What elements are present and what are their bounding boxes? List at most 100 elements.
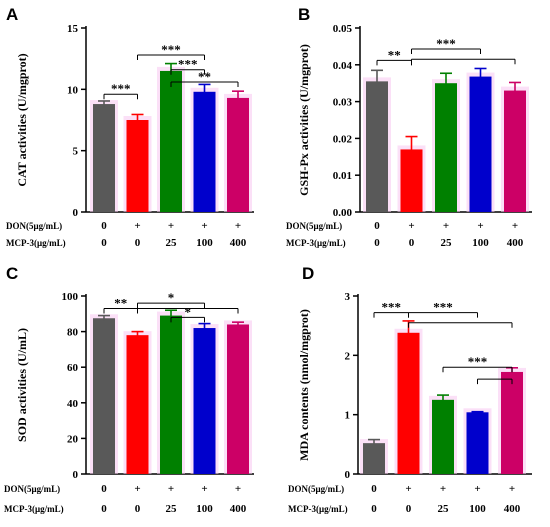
bar xyxy=(193,328,216,474)
significance-label: * xyxy=(168,290,175,305)
bar xyxy=(93,318,115,474)
treatment-value: + xyxy=(440,483,446,495)
significance-label: *** xyxy=(111,81,131,96)
panel-letter: C xyxy=(6,264,18,283)
treatment-value: + xyxy=(405,483,411,495)
y-tick-label: 3 xyxy=(345,291,351,303)
panel-letter: B xyxy=(298,5,310,24)
y-tick-label: 80 xyxy=(67,327,79,339)
significance-label: ** xyxy=(114,295,127,310)
treatment-value: 25 xyxy=(166,503,178,515)
bar xyxy=(432,399,454,474)
bar xyxy=(397,332,420,474)
bar xyxy=(126,120,149,212)
y-tick-label: 1 xyxy=(345,410,351,422)
treatment-value: 25 xyxy=(166,237,178,249)
significance-label: *** xyxy=(436,36,456,51)
y-tick-label: 0.01 xyxy=(333,170,352,182)
bar xyxy=(400,149,423,212)
treatment-value: + xyxy=(134,220,140,232)
significance-label: *** xyxy=(178,57,198,72)
y-axis-title: MDA contents (nmol/mgprot) xyxy=(297,309,311,461)
panel-letter: A xyxy=(6,5,18,24)
bar xyxy=(363,443,385,474)
treatment-value: 400 xyxy=(230,503,247,515)
y-tick-label: 0.00 xyxy=(333,207,353,219)
treatment-value: 0 xyxy=(101,483,107,495)
panel-d: D MDA contents (nmol/mgprot) 0 1 2 3 *** *** ***… xyxy=(288,264,532,515)
y-axis-title: GSH-Px activities (U/mgprot) xyxy=(297,44,311,196)
treatment-value: 0 xyxy=(374,237,380,249)
significance-label: *** xyxy=(468,354,488,369)
treatment-value: + xyxy=(512,220,518,232)
treatment-row-label: MCP-3(μg/mL) xyxy=(286,238,346,248)
treatment-row-label: DON(5μg/mL) xyxy=(288,484,344,494)
treatment-value: 100 xyxy=(196,237,213,249)
treatment-value: + xyxy=(201,220,207,232)
bar xyxy=(193,91,216,212)
bar xyxy=(435,83,457,212)
bar xyxy=(469,76,492,213)
y-tick-label: 2 xyxy=(345,350,351,362)
treatment-value: + xyxy=(134,483,140,495)
bar xyxy=(160,315,182,474)
treatment-value: + xyxy=(443,220,449,232)
treatment-value: + xyxy=(408,220,414,232)
treatment-value: 100 xyxy=(196,503,213,515)
significance-label: ** xyxy=(388,47,401,62)
significance-label: *** xyxy=(161,42,181,57)
treatment-value: 0 xyxy=(409,237,415,249)
panel-letter: D xyxy=(302,264,314,283)
treatment-value: 25 xyxy=(438,503,450,515)
bar xyxy=(227,324,249,474)
y-tick-label: 20 xyxy=(67,433,79,445)
significance-label: *** xyxy=(382,300,402,315)
bar xyxy=(466,412,489,474)
treatment-value: 100 xyxy=(469,503,486,515)
y-axis-title: SOD activities (U/mL) xyxy=(15,328,29,442)
treatment-value: 100 xyxy=(472,237,489,249)
treatment-row-label: DON(5μg/mL) xyxy=(6,221,62,231)
bar xyxy=(126,335,149,474)
treatment-value: 0 xyxy=(101,503,107,515)
treatment-value: + xyxy=(168,483,174,495)
treatment-value: + xyxy=(509,483,515,495)
treatment-value: + xyxy=(168,220,174,232)
y-tick-label: 0.05 xyxy=(333,23,353,35)
y-tick-label: 100 xyxy=(62,291,79,303)
treatment-value: + xyxy=(474,483,480,495)
y-tick-label: 40 xyxy=(67,398,79,410)
treatment-value: 0 xyxy=(135,237,141,249)
treatment-value: 0 xyxy=(135,503,141,515)
bar xyxy=(501,371,523,474)
treatment-value: 0 xyxy=(101,220,107,232)
y-tick-label: 0.03 xyxy=(333,97,353,109)
treatment-row-label: DON(5μg/mL) xyxy=(4,484,60,494)
treatment-value: 400 xyxy=(507,237,524,249)
y-tick-label: 10 xyxy=(67,84,79,96)
y-tick-label: 0.02 xyxy=(333,133,353,145)
treatment-value: 0 xyxy=(371,483,377,495)
treatment-value: 0 xyxy=(374,220,380,232)
treatment-row-label: DON(5μg/mL) xyxy=(286,221,342,231)
y-axis-title: CAT activities (U/mgprot) xyxy=(15,53,29,186)
treatment-value: 400 xyxy=(504,503,521,515)
y-tick-label: 0.04 xyxy=(333,60,353,72)
y-tick-label: 5 xyxy=(73,146,79,158)
bar xyxy=(160,70,182,212)
significance-label: *** xyxy=(433,300,453,315)
significance-label: ** xyxy=(198,69,211,84)
treatment-value: + xyxy=(201,483,207,495)
bar xyxy=(227,97,249,212)
bar xyxy=(504,90,526,212)
y-tick-label: 0 xyxy=(73,469,79,481)
treatment-value: + xyxy=(235,483,241,495)
y-tick-label: 15 xyxy=(67,23,79,35)
treatment-value: + xyxy=(235,220,241,232)
treatment-row-label: MCP-3(μg/mL) xyxy=(4,504,64,514)
significance-label: * xyxy=(185,304,192,319)
y-tick-label: 0 xyxy=(73,207,79,219)
